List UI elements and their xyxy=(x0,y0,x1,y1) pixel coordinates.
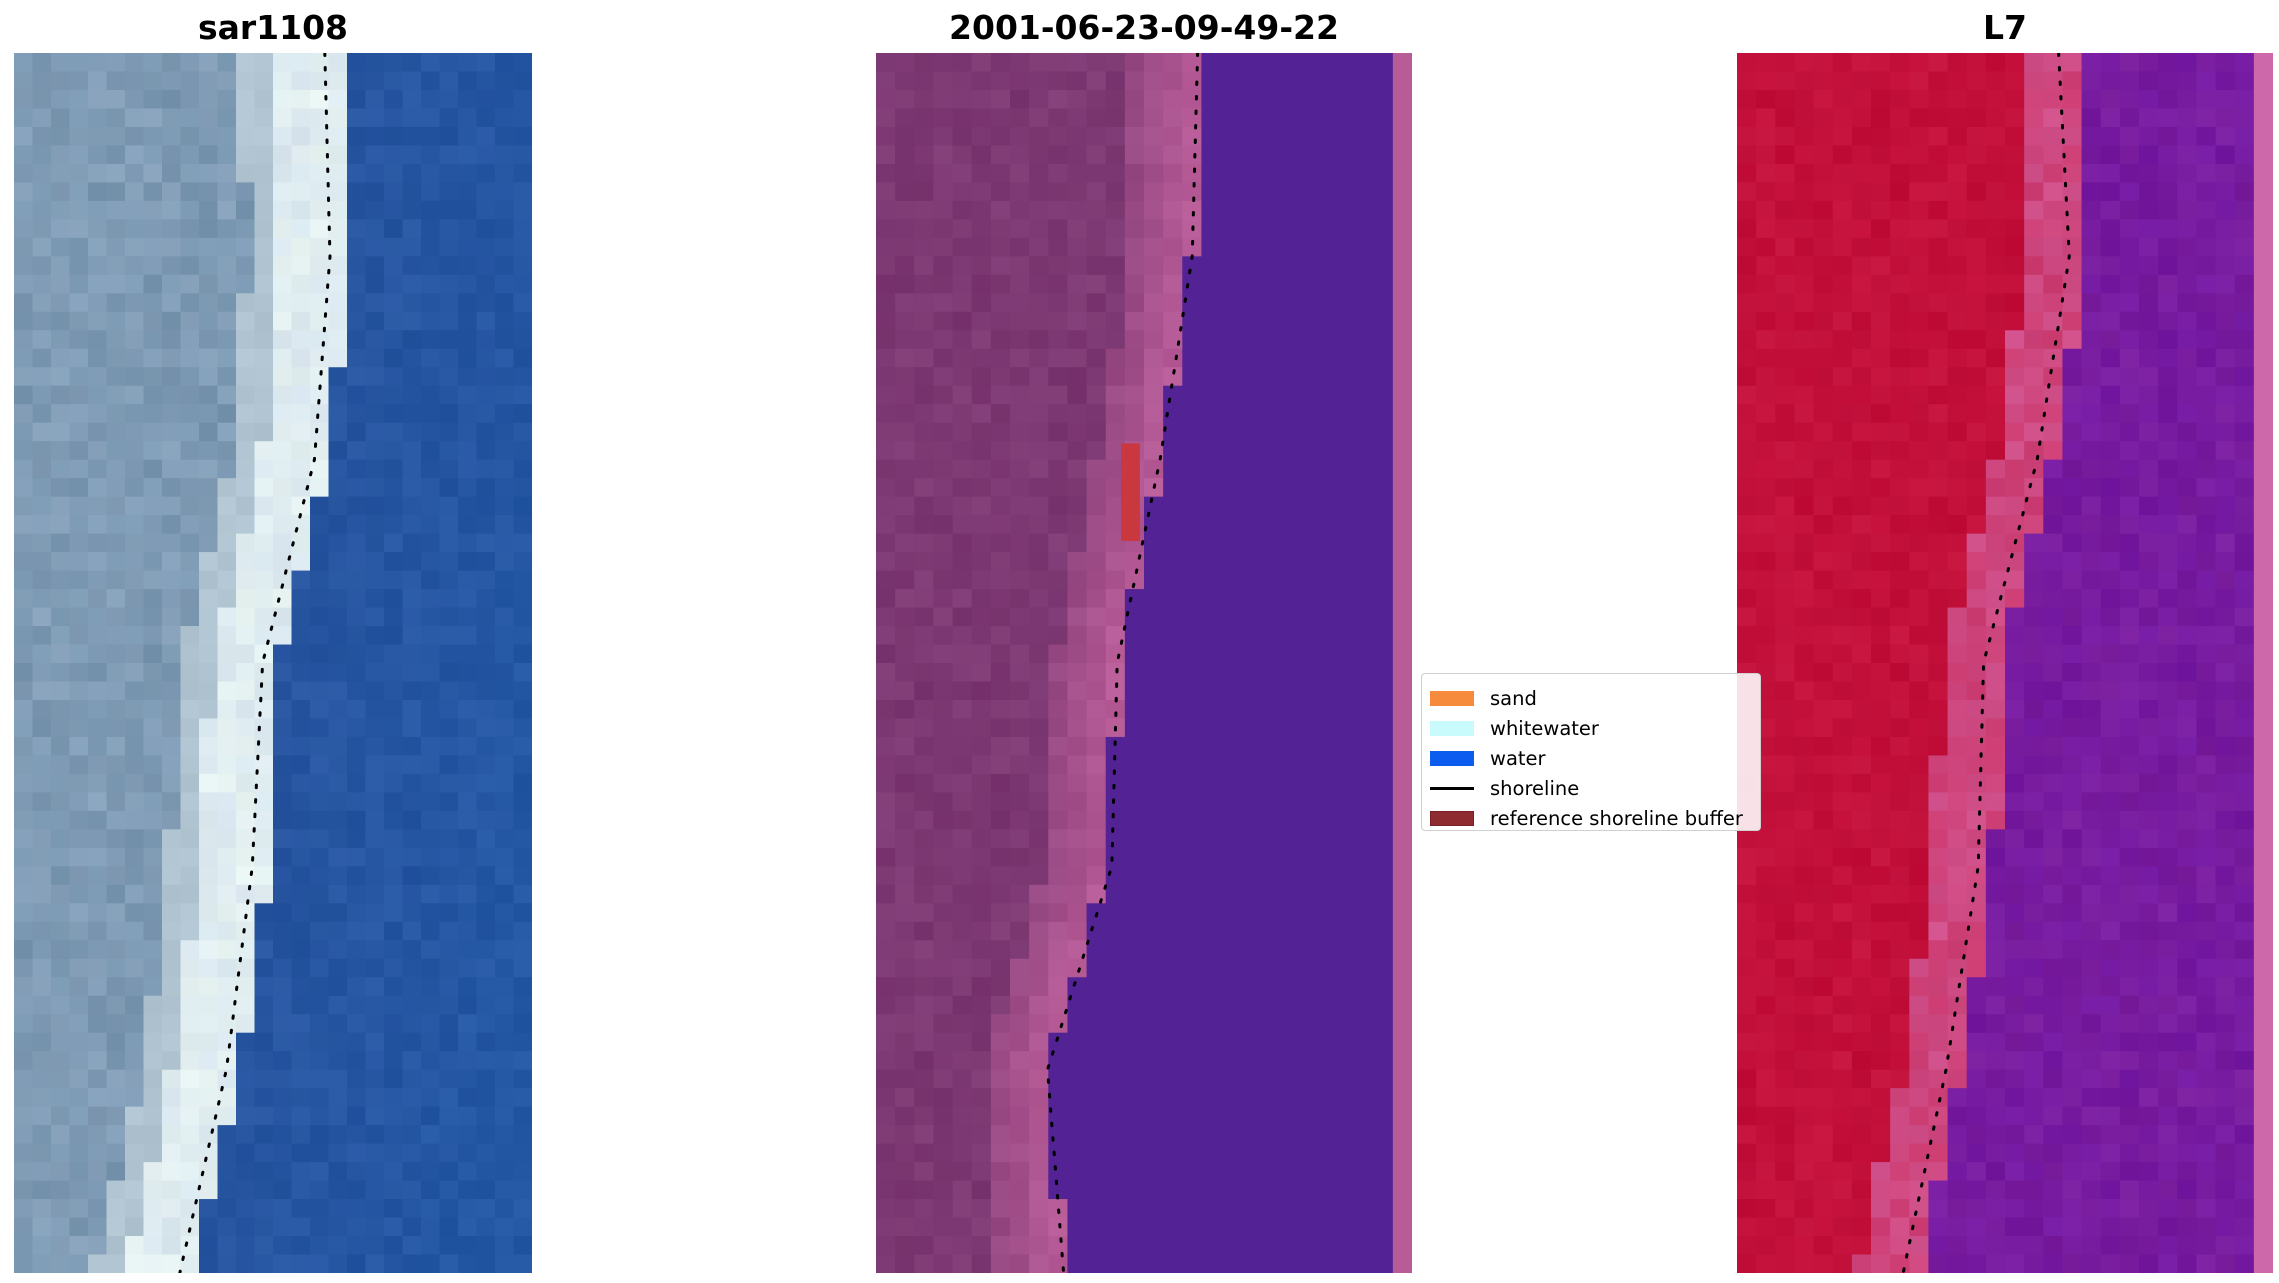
legend-item-reference-buffer: reference shoreline buffer xyxy=(1430,804,1743,832)
legend-item-water: water xyxy=(1430,744,1546,772)
legend: sand whitewater water shoreline referenc… xyxy=(1421,673,1761,831)
pixel-grid xyxy=(876,53,1412,1273)
legend-item-sand: sand xyxy=(1430,684,1537,712)
legend-swatch-whitewater xyxy=(1430,720,1474,736)
panel-0-svg xyxy=(14,53,532,1273)
legend-line-shoreline xyxy=(1430,786,1474,790)
legend-label-whitewater: whitewater xyxy=(1490,716,1599,740)
shoreline-line xyxy=(178,53,332,1273)
legend-label-water: water xyxy=(1490,746,1546,770)
pixel-grid xyxy=(1737,53,2273,1273)
legend-label-sand: sand xyxy=(1490,686,1537,710)
panel-title-1: sar1108 xyxy=(197,8,349,47)
panel-title-2: 2001-06-23-09-49-22 xyxy=(949,8,1339,47)
legend-swatch-water xyxy=(1430,750,1474,766)
panel-2-svg xyxy=(1737,53,2273,1273)
legend-item-whitewater: whitewater xyxy=(1430,714,1599,742)
legend-swatch-sand xyxy=(1430,690,1474,706)
reference-buffer-patch xyxy=(1121,443,1140,541)
shoreline-line xyxy=(1901,53,2071,1273)
legend-swatch-reference-buffer xyxy=(1430,810,1474,826)
false-color-image-panel xyxy=(1737,53,2273,1273)
shoreline-line xyxy=(1045,53,1200,1273)
pixel-grid xyxy=(14,53,532,1273)
panel-title-3: L7 xyxy=(1983,8,2027,47)
classified-image-panel xyxy=(876,53,1412,1273)
legend-label-shoreline: shoreline xyxy=(1490,776,1580,800)
legend-label-reference-buffer: reference shoreline buffer xyxy=(1490,806,1743,830)
panel-1-svg xyxy=(876,53,1412,1273)
legend-item-shoreline: shoreline xyxy=(1430,774,1579,802)
rgb-image-panel xyxy=(14,53,532,1273)
